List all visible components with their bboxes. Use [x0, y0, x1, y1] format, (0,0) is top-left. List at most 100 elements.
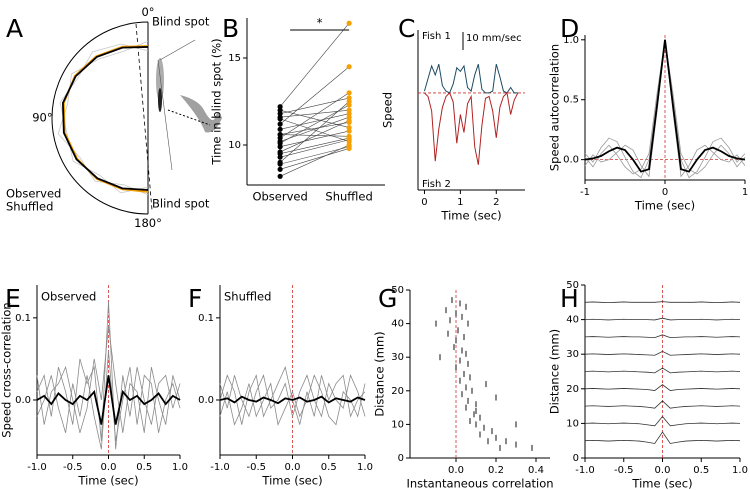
- x-tick-label: 0: [662, 187, 668, 198]
- y-axis-label: Speed autocorrelation: [548, 44, 562, 171]
- series-label: Fish 2: [422, 179, 451, 190]
- x-tick-label: -1: [580, 187, 590, 198]
- y-tick-label: 0.0: [563, 155, 579, 166]
- point: [346, 90, 352, 96]
- series-label: Fish 1: [422, 31, 451, 42]
- x-tick-label: Observed: [252, 190, 307, 204]
- point: [277, 161, 283, 167]
- y-axis-label: Distance (mm): [373, 331, 387, 416]
- y-tick-label: 40: [391, 319, 404, 330]
- trace: [59, 43, 149, 194]
- y-tick-label: 20: [566, 384, 579, 395]
- trace: [36, 375, 181, 425]
- y-tick-label: 50: [391, 285, 404, 296]
- pair-line: [280, 97, 350, 114]
- angle-label: 90°: [32, 111, 52, 125]
- pair-line: [280, 113, 350, 130]
- trace: [36, 301, 181, 450]
- pair-line: [280, 116, 350, 142]
- x-tick-label: 0.4: [528, 465, 544, 476]
- point: [277, 131, 283, 138]
- x-tick-label: 2: [493, 197, 499, 208]
- x-tick-label: 1.0: [732, 465, 748, 476]
- trace: [584, 301, 741, 304]
- point: [346, 114, 352, 120]
- annotation: Blind spot: [152, 197, 210, 211]
- annotation: Observed: [41, 290, 96, 304]
- point: [277, 138, 283, 145]
- trace: [584, 39, 746, 173]
- point: [346, 119, 352, 125]
- y-tick-label: 0.0: [198, 395, 214, 406]
- point: [346, 144, 352, 150]
- trace: [423, 63, 518, 94]
- x-tick-label: -0.5: [63, 462, 83, 473]
- x-tick-label: 1.0: [172, 462, 188, 473]
- x-axis-label: Instantaneous correlation: [406, 477, 553, 490]
- y-tick-label: 15: [228, 53, 241, 64]
- pair-line: [280, 146, 350, 165]
- x-tick-label: 0.2: [488, 465, 504, 476]
- x-tick-label: -1.0: [27, 462, 47, 473]
- trace: [584, 350, 741, 356]
- panel-label: F: [188, 284, 202, 313]
- pair-line: [280, 122, 350, 135]
- trace: [584, 384, 741, 391]
- annotation: Blind spot: [152, 15, 210, 29]
- x-tick-label: 0.5: [136, 462, 152, 473]
- y-axis-label: Time in blind spot (%): [210, 38, 224, 165]
- y-tick-label: 30: [391, 352, 404, 363]
- fish-images: [156, 39, 222, 171]
- x-tick-label: -0.5: [614, 465, 634, 476]
- panel-label: E: [5, 284, 21, 313]
- panel-label: D: [560, 14, 579, 43]
- point: [277, 121, 283, 127]
- x-tick-label: -1.0: [575, 465, 595, 476]
- point: [277, 104, 283, 110]
- trace: [219, 395, 366, 405]
- pair-line: [280, 118, 350, 142]
- x-tick-label: 1.0: [357, 462, 373, 473]
- x-axis-label: Time (sec): [77, 474, 138, 488]
- trace: [584, 431, 741, 444]
- point: [346, 107, 352, 113]
- panel-label: G: [378, 284, 397, 313]
- y-tick-label: 0: [398, 453, 404, 464]
- x-tick-label: 0: [421, 197, 427, 208]
- x-tick-label: 0.0: [448, 465, 464, 476]
- blind-spot-boundary: [135, 23, 153, 211]
- x-tick-label: 0.5: [321, 462, 337, 473]
- polar-arc: [51, 21, 149, 215]
- y-tick-label: 30: [566, 349, 579, 360]
- y-axis-label: Speed: [381, 92, 395, 128]
- x-axis-label: Time (sec): [261, 474, 322, 488]
- y-tick-label: 10: [566, 418, 579, 429]
- y-tick-label: 40: [566, 315, 579, 326]
- y-tick-label: 10: [228, 140, 241, 151]
- trace: [219, 374, 366, 418]
- point: [277, 151, 283, 157]
- y-tick-label: 0.0: [15, 395, 31, 406]
- point: [346, 95, 352, 101]
- panel-label: C: [398, 14, 415, 43]
- pair-line: [280, 134, 350, 137]
- y-tick-label: 0: [573, 453, 579, 464]
- y-axis-label: Distance (mm): [548, 329, 562, 414]
- point: [346, 135, 352, 141]
- trace: [219, 374, 366, 426]
- x-tick-label: -0.5: [246, 462, 266, 473]
- pair-line: [279, 144, 350, 177]
- x-axis-label: Time (sec): [440, 209, 501, 223]
- point: [346, 64, 352, 70]
- trace: [584, 415, 741, 427]
- point: [277, 166, 283, 172]
- x-tick-label: 0.5: [693, 465, 709, 476]
- trace: [584, 367, 741, 374]
- trace: [57, 40, 149, 196]
- trace: [584, 317, 741, 321]
- pair-line: [279, 120, 350, 153]
- y-tick-label: 1.0: [563, 35, 579, 46]
- point: [346, 102, 352, 108]
- x-tick-label: Shuffled: [325, 190, 372, 204]
- legend-entry: Shuffled: [6, 200, 53, 214]
